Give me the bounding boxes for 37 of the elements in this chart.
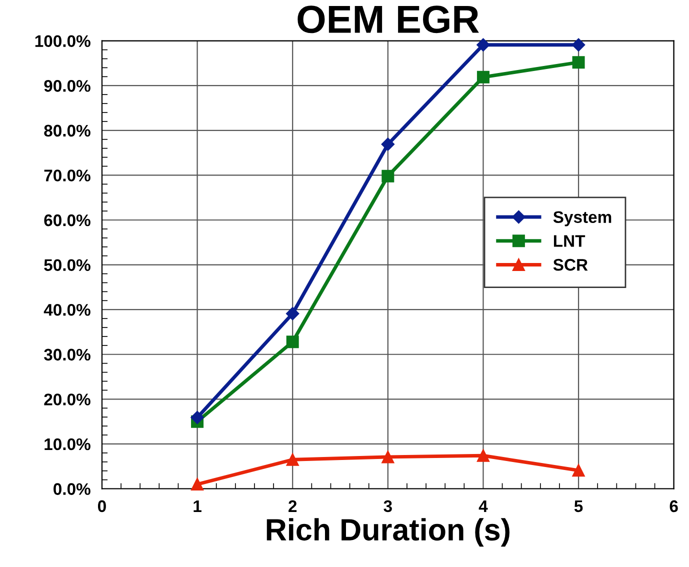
y-tick-label: 60.0% bbox=[44, 214, 90, 226]
point bbox=[381, 138, 394, 151]
x-tick-label: 0 bbox=[98, 500, 106, 512]
y-tick-label: 100.0% bbox=[35, 35, 90, 48]
x-tick-label: 6 bbox=[670, 500, 678, 512]
x-tick-label: 3 bbox=[384, 500, 392, 512]
y-tick-label: 10.0% bbox=[44, 438, 90, 450]
y-tick-label: 90.0% bbox=[44, 80, 90, 92]
x-tick-label: 5 bbox=[574, 500, 583, 512]
point bbox=[476, 449, 490, 462]
x-axis-title: Rich Duration (s) bbox=[266, 518, 510, 547]
y-tick-label: 40.0% bbox=[44, 304, 90, 316]
y-tick-label: 30.0% bbox=[44, 348, 90, 361]
y-tick-label: 80.0% bbox=[44, 124, 90, 137]
point bbox=[476, 38, 490, 52]
chart-title: OEM EGR bbox=[298, 6, 479, 34]
point bbox=[286, 307, 300, 320]
point bbox=[572, 38, 586, 52]
point bbox=[572, 464, 585, 477]
legend-label: SCR bbox=[553, 258, 588, 271]
x-tick-label: 1 bbox=[194, 500, 202, 512]
y-tick-label: 20.0% bbox=[44, 394, 90, 406]
y-tick-label: 70.0% bbox=[44, 170, 90, 182]
point bbox=[191, 478, 204, 491]
y-tick-label: 0.0% bbox=[54, 483, 90, 495]
y-tick-label: 50.0% bbox=[44, 259, 90, 271]
point bbox=[286, 336, 299, 348]
point bbox=[190, 410, 204, 424]
point bbox=[382, 450, 394, 464]
legend-label: LNT bbox=[554, 235, 586, 247]
legend-label: System bbox=[553, 211, 612, 226]
point bbox=[572, 56, 585, 69]
x-tick-label: 4 bbox=[478, 500, 488, 512]
x-tick-label: 2 bbox=[288, 500, 297, 512]
point bbox=[382, 170, 394, 182]
point bbox=[476, 70, 490, 84]
point bbox=[286, 453, 299, 466]
